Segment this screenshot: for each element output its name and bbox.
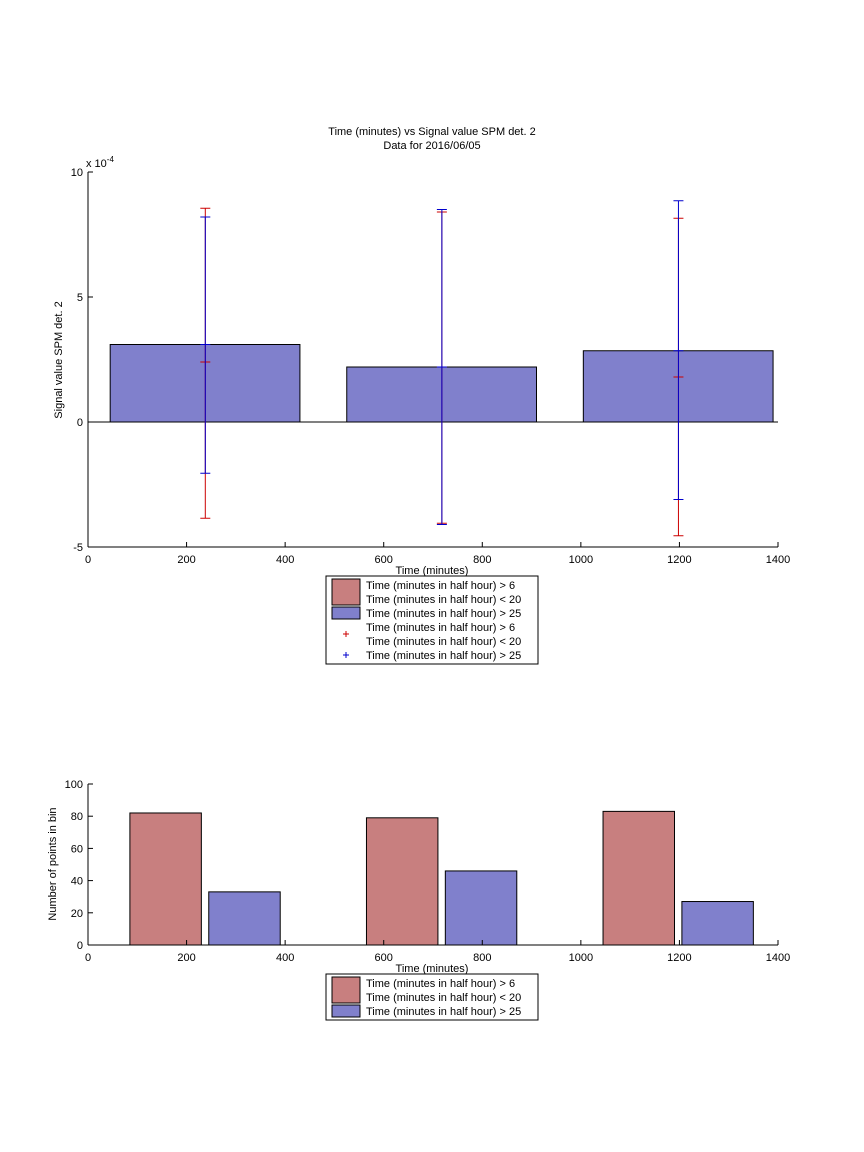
y-axis-label: Signal value SPM det. 2 [53, 301, 65, 418]
legend-swatch [331, 976, 361, 1004]
y-axis-label: Number of points in bin [47, 807, 59, 920]
legend-swatch [331, 606, 361, 620]
legend-label: Time (minutes in half hour) > 6 [366, 978, 515, 990]
legend-swatch [331, 1004, 361, 1018]
y-tick-label: 60 [71, 843, 83, 855]
x-tick-label: 400 [276, 952, 294, 964]
x-tick-label: 600 [375, 554, 393, 566]
bar [681, 901, 754, 946]
y-tick-label: 20 [71, 908, 83, 920]
x-tick-label: 1200 [667, 554, 691, 566]
legend-label: Time (minutes in half hour) > 25 [366, 608, 521, 620]
legend-label: Time (minutes in half hour) < 20 [366, 992, 521, 1004]
x-tick-label: 1400 [766, 554, 790, 566]
x-tick-label: 200 [177, 952, 195, 964]
y-tick-label: -5 [73, 542, 83, 554]
legend-label: Time (minutes in half hour) > 25 [366, 1006, 521, 1018]
legend-label: Time (minutes in half hour) > 25 [366, 650, 521, 662]
y-tick-label: 5 [77, 292, 83, 304]
legend: Time (minutes in half hour) > 6 Time (min… [325, 973, 539, 1021]
bar [129, 812, 202, 946]
x-tick-label: 800 [473, 554, 491, 566]
y-tick-label: 40 [71, 876, 83, 888]
legend-label: Time (minutes in half hour) > 6 [366, 580, 515, 592]
y-tick-label: 100 [65, 779, 83, 791]
x-tick-label: 1000 [569, 554, 593, 566]
x-tick-label: 200 [177, 554, 195, 566]
bar [208, 891, 281, 946]
chart-subtitle: Data for 2016/06/05 [383, 140, 480, 152]
x-tick-label: 800 [473, 952, 491, 964]
exponent-label: x 10-4 [86, 155, 114, 170]
legend-label: Time (minutes in half hour) < 20 [366, 594, 521, 606]
count-chart: 0 200 400 600 800 1000 1200 1400 0 20 40 60 80 100 Ti… [47, 779, 790, 1021]
bar [602, 810, 675, 946]
y-tick-label: 10 [71, 167, 83, 179]
x-tick-label: 1000 [569, 952, 593, 964]
legend-box [325, 575, 539, 665]
x-axis-label: Time (minutes) [396, 565, 469, 577]
chart-title: Time (minutes) vs Signal value SPM det. … [328, 126, 535, 138]
x-axis-label: Time (minutes) [396, 963, 469, 975]
bar [444, 870, 518, 946]
x-tick-label: 600 [375, 952, 393, 964]
y-tick-label: 0 [77, 940, 83, 952]
signal-chart: Time (minutes) vs Signal value SPM det. … [53, 126, 790, 665]
legend-box [325, 973, 539, 1021]
y-tick-label: 0 [77, 417, 83, 429]
legend-label: Time (minutes in half hour) > 6 [366, 622, 515, 634]
bar [365, 817, 439, 946]
x-tick-label: 1400 [766, 952, 790, 964]
y-tick-label: 80 [71, 811, 83, 823]
x-tick-label: 400 [276, 554, 294, 566]
legend: Time (minutes in half hour) > 6 Time (min… [325, 575, 539, 665]
x-tick-label: 0 [85, 952, 91, 964]
x-tick-label: 1200 [667, 952, 691, 964]
legend-swatch [331, 578, 361, 606]
x-tick-label: 0 [85, 554, 91, 566]
legend-label: Time (minutes in half hour) < 20 [366, 636, 521, 648]
